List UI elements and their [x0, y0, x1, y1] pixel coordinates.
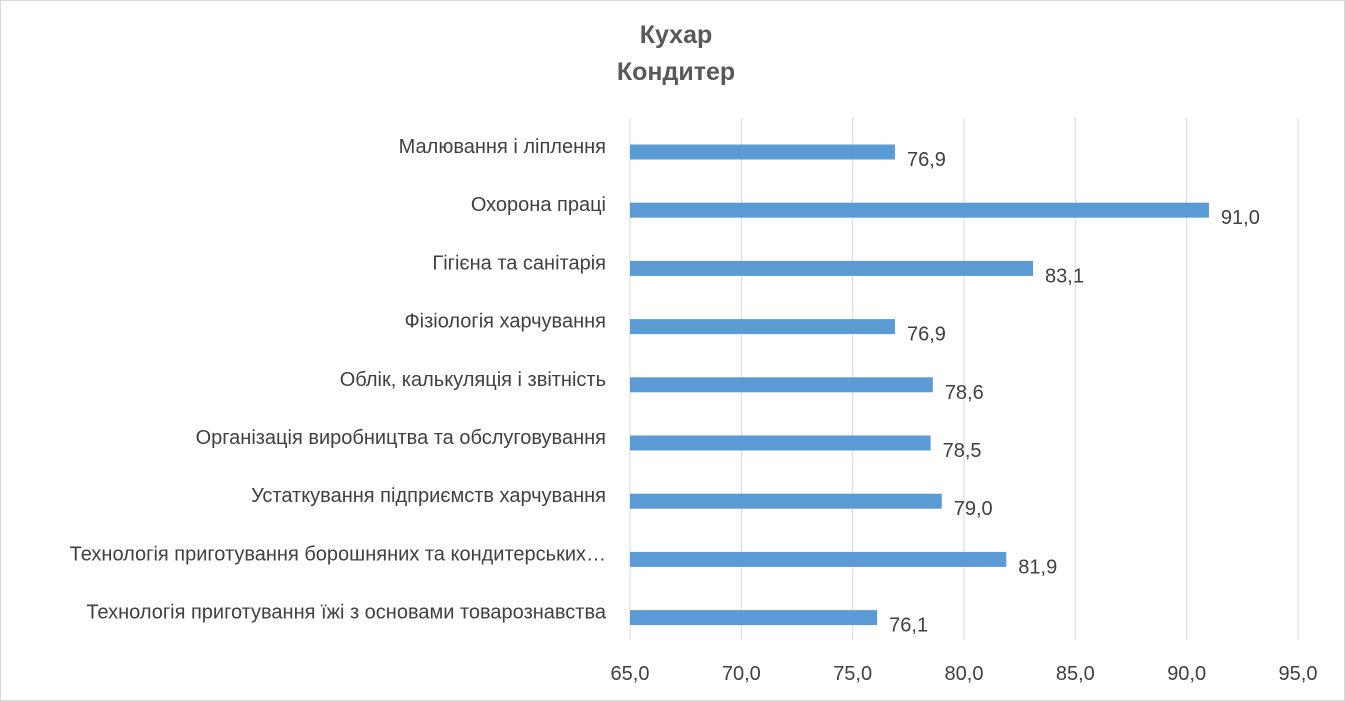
category-label: Малювання і ліплення	[399, 136, 606, 158]
value-label: 79,0	[954, 498, 993, 520]
bar-6	[630, 493, 942, 509]
value-label: 76,9	[907, 324, 946, 346]
bar-1	[630, 202, 1209, 218]
category-label: Облік, калькуляція і звітність	[340, 369, 606, 391]
category-label: Устаткування підприємств харчування	[251, 485, 606, 507]
bar-3	[630, 319, 895, 335]
bar-7	[630, 551, 1007, 567]
bar-4	[630, 377, 933, 393]
bar-8	[630, 610, 878, 626]
x-tick-label: 85,0	[1056, 663, 1095, 685]
category-label: Технологія приготування їжі з основами т…	[86, 602, 607, 624]
value-label: 91,0	[1221, 207, 1260, 229]
bar-0	[630, 144, 895, 160]
x-tick-label: 70,0	[722, 663, 761, 685]
category-label: Охорона праці	[471, 194, 606, 216]
value-label: 76,1	[889, 615, 928, 637]
x-tick-label: 95,0	[1279, 663, 1318, 685]
category-label: Гігієна та санітарія	[432, 252, 606, 274]
x-tick-label: 90,0	[1167, 663, 1206, 685]
value-label: 83,1	[1045, 265, 1084, 287]
bar-2	[630, 260, 1034, 276]
x-tick-label: 65,0	[611, 663, 650, 685]
value-label: 81,9	[1018, 556, 1057, 578]
x-tick-label: 80,0	[945, 663, 984, 685]
value-label: 76,9	[907, 149, 946, 171]
value-label: 78,6	[945, 382, 984, 404]
chart-title-line-2: Кондитер	[616, 58, 736, 86]
bar-5	[630, 435, 931, 451]
chart-title-line-1: Кухар	[639, 21, 713, 49]
category-label: Організація виробництва та обслуговуванн…	[196, 427, 606, 449]
category-label: Технологія приготування борошняних та ко…	[70, 543, 606, 565]
category-label: Фізіологія харчування	[404, 311, 606, 333]
value-label: 78,5	[943, 440, 982, 462]
x-tick-label: 75,0	[833, 663, 872, 685]
